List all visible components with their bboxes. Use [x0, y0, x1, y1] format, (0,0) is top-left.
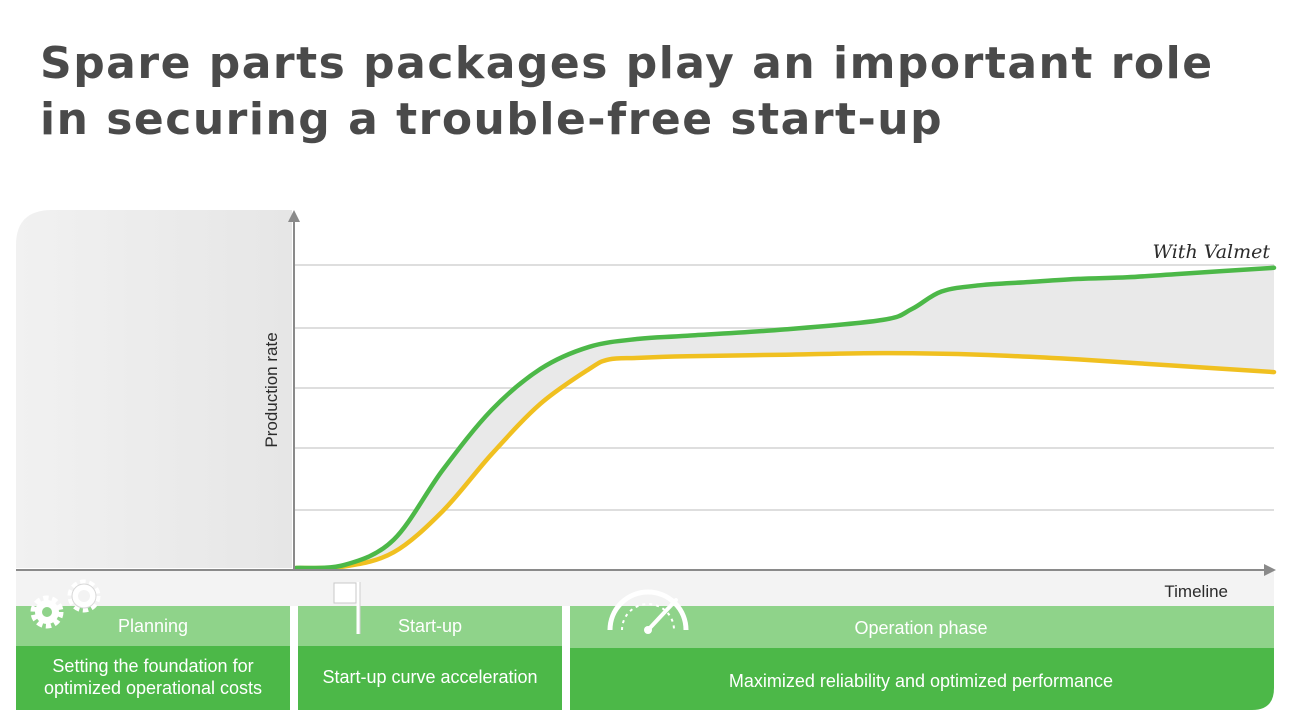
phase-label: Operation phase — [854, 618, 987, 638]
phase-description-line-2: optimized operational costs — [44, 678, 262, 698]
chart-axes — [16, 210, 1276, 576]
phase-label: Planning — [118, 616, 188, 636]
phase-description-band — [16, 646, 290, 710]
phase-icon-strip — [16, 570, 1274, 606]
phase-description-band — [298, 646, 562, 710]
phase-description-line-1: Start-up curve acceleration — [322, 667, 537, 687]
phase-label: Start-up — [398, 616, 462, 636]
x-axis-arrow — [1264, 564, 1276, 576]
phase-description-band — [570, 648, 1274, 710]
series-line-with-valmet — [293, 265, 1277, 571]
y-axis-arrow — [288, 210, 300, 222]
chart-left-panel — [16, 210, 292, 568]
series-line-yellow — [293, 350, 1277, 571]
y-axis-label: Production rate — [262, 332, 281, 447]
phase-description-line-1: Setting the foundation for — [52, 656, 253, 676]
x-axis-label: Timeline — [1164, 582, 1228, 601]
speedometer-icon — [607, 589, 689, 634]
gears-icon — [30, 579, 101, 629]
phase-operation: Operation phase Maximized reliability an… — [570, 589, 1274, 710]
performance-gap-area — [296, 267, 1274, 569]
phase-label-band — [298, 606, 562, 646]
phase-label-band — [570, 606, 1274, 648]
phase-start-up: Start-up Start-up curve acceleration — [298, 582, 562, 710]
flag-icon — [333, 582, 361, 634]
phase-description-line-1: Maximized reliability and optimized perf… — [729, 671, 1113, 691]
series-label-with-valmet: With Valmet — [1153, 241, 1271, 263]
slide-title: Spare parts packages play an important r… — [40, 38, 1214, 145]
phase-planning: Planning Setting the foundation for opti… — [16, 579, 290, 710]
